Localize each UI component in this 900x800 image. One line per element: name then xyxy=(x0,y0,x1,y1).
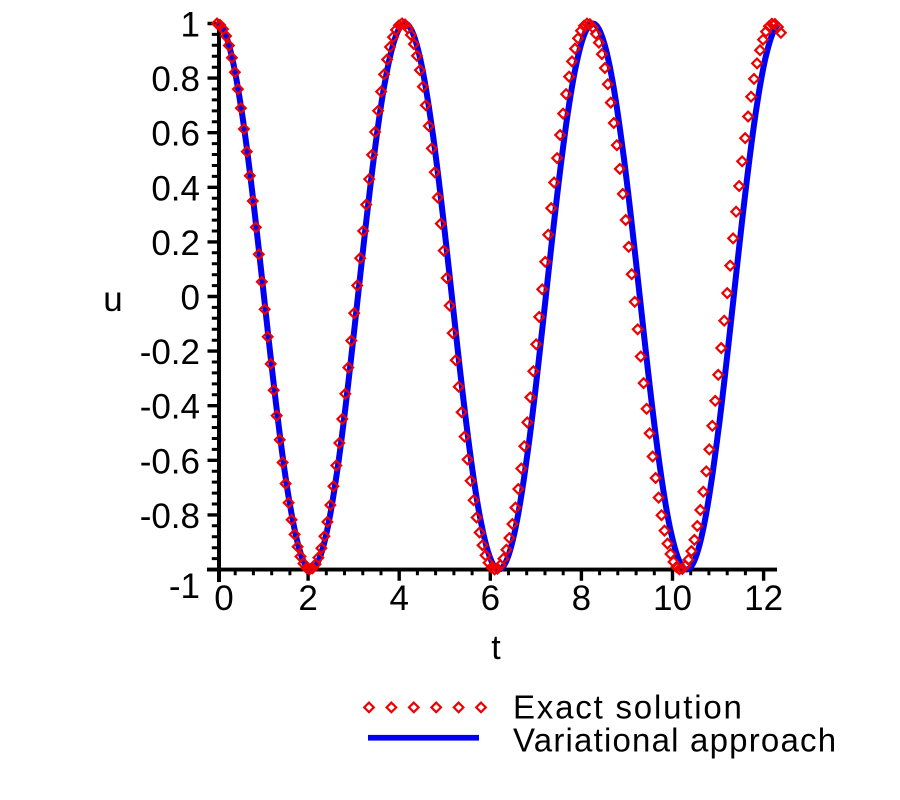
svg-text:0: 0 xyxy=(214,579,233,618)
svg-text:-0.4: -0.4 xyxy=(140,388,200,427)
svg-text:-0.2: -0.2 xyxy=(140,333,200,372)
svg-text:-0.8: -0.8 xyxy=(140,497,200,536)
svg-text:-0.6: -0.6 xyxy=(140,442,200,481)
svg-text:0: 0 xyxy=(181,279,200,318)
svg-text:0.8: 0.8 xyxy=(151,60,200,99)
svg-text:Variational approach: Variational approach xyxy=(513,722,837,759)
svg-text:2: 2 xyxy=(298,579,317,618)
svg-text:12: 12 xyxy=(744,579,783,618)
svg-text:0.2: 0.2 xyxy=(151,224,200,263)
svg-text:0.6: 0.6 xyxy=(151,115,200,154)
svg-text:8: 8 xyxy=(572,579,591,618)
svg-text:6: 6 xyxy=(481,579,500,618)
svg-text:10: 10 xyxy=(653,579,692,618)
svg-text:0.4: 0.4 xyxy=(151,169,200,208)
svg-text:1: 1 xyxy=(181,6,200,45)
svg-text:-1: -1 xyxy=(169,567,200,606)
svg-text:u: u xyxy=(103,280,122,319)
svg-text:t: t xyxy=(491,629,501,667)
svg-text:4: 4 xyxy=(389,579,408,618)
svg-text:Exact solution: Exact solution xyxy=(513,688,744,725)
